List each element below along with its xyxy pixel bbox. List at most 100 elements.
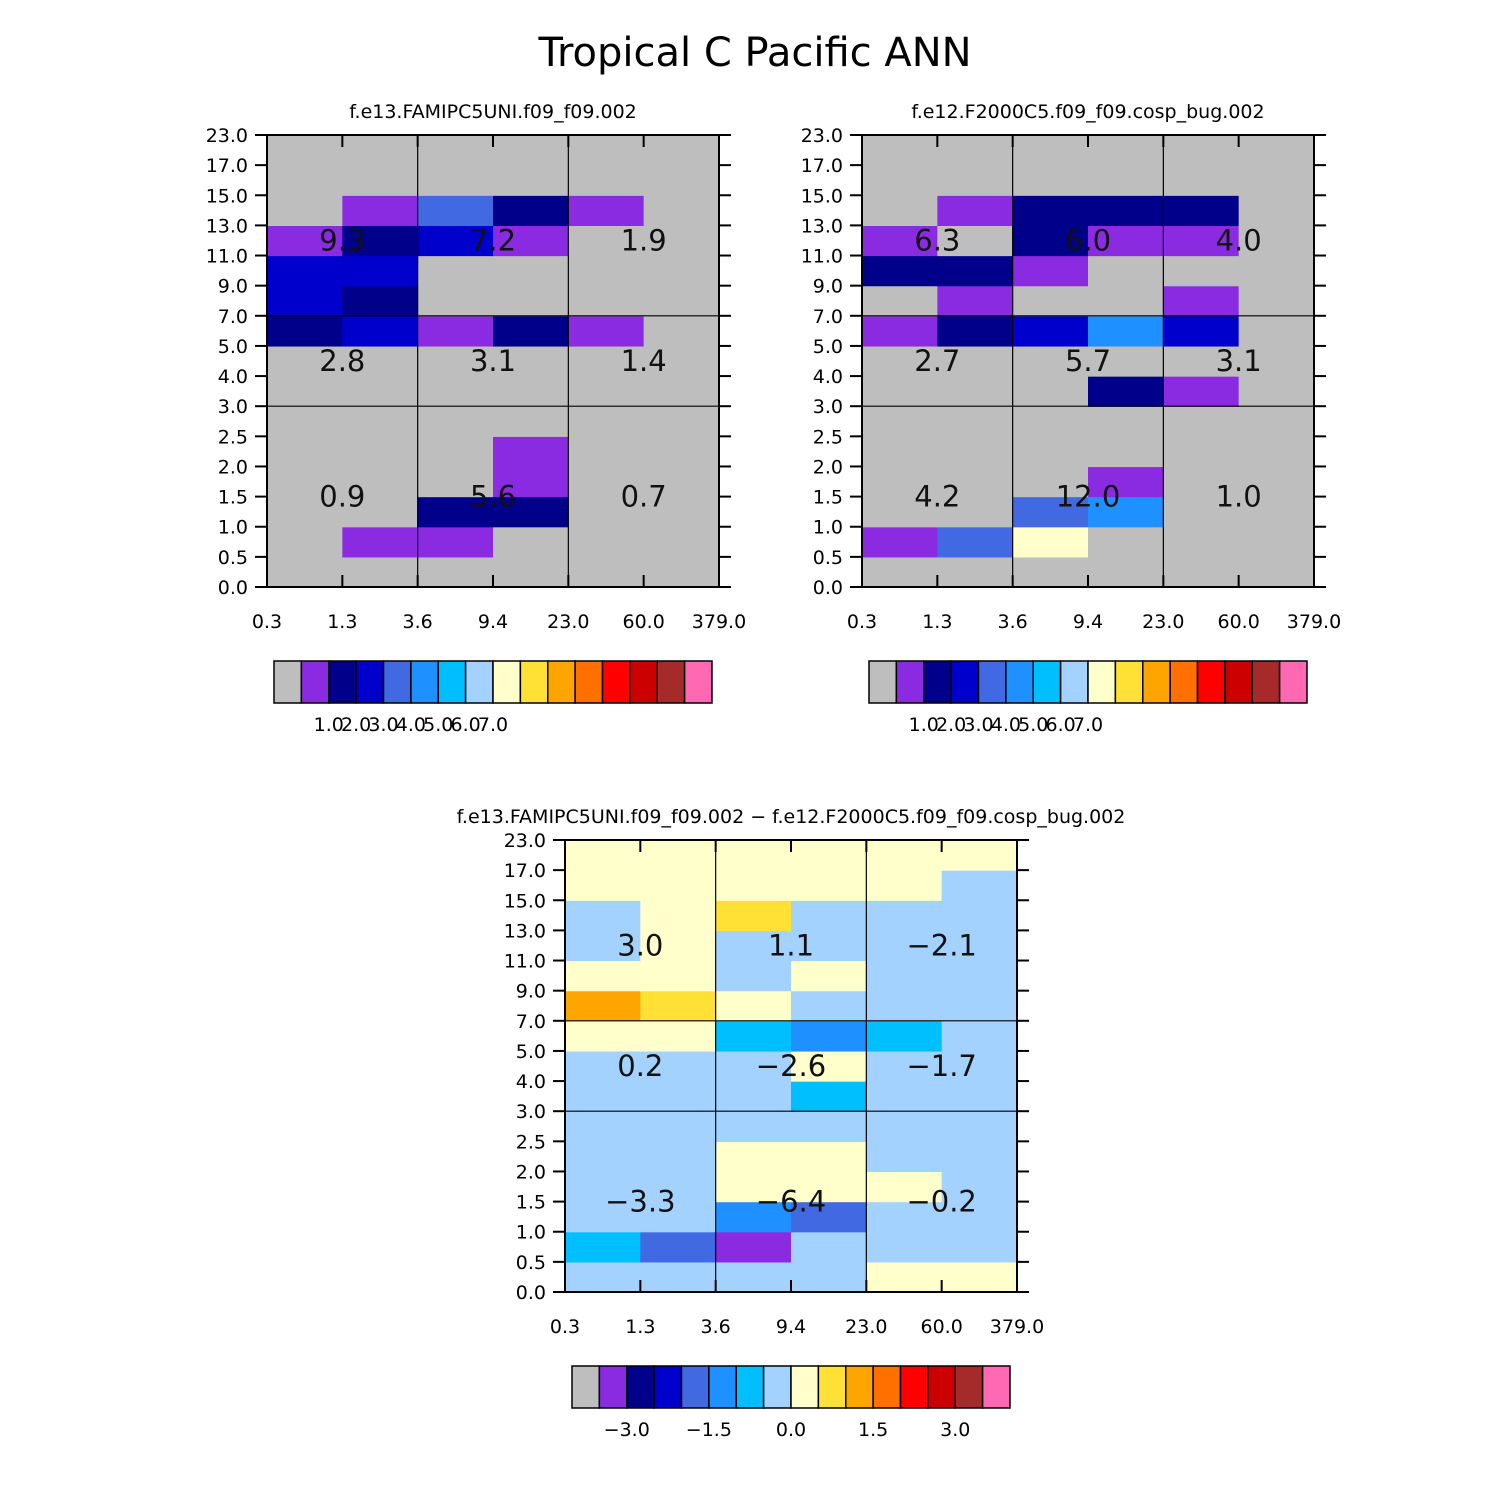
heat-cell — [862, 376, 938, 407]
heat-cell — [568, 195, 645, 226]
heat-cell — [866, 1111, 943, 1142]
y-tick-label: 7.0 — [218, 306, 248, 328]
colorbar-swatch — [923, 660, 952, 704]
colorbar-swatch — [629, 660, 658, 704]
heat-cell — [862, 315, 938, 347]
block-value-label: 6.0 — [1065, 223, 1111, 257]
heat-cell — [941, 1020, 1018, 1052]
heat-cell — [568, 165, 645, 196]
heat-cell — [1088, 195, 1164, 226]
heat-cell — [1012, 315, 1089, 347]
heat-cell — [862, 496, 938, 528]
y-tick-label: 7.0 — [813, 306, 843, 328]
heat-cell — [937, 436, 1014, 468]
colorbar-swatch — [574, 660, 604, 704]
heat-cell — [937, 255, 1014, 287]
heat-cell — [1088, 135, 1164, 166]
heat-cell — [565, 840, 641, 871]
heat-cell — [1088, 406, 1164, 437]
heat-cell — [1088, 285, 1164, 317]
colorbar-label: 4.0 — [991, 714, 1021, 736]
heat-cell — [342, 225, 419, 257]
heat-cell — [866, 1261, 943, 1293]
heat-cell — [568, 225, 645, 257]
heat-cell — [643, 225, 720, 257]
heat-cell — [1163, 255, 1240, 287]
y-tick-label: 1.0 — [516, 1222, 546, 1244]
heat-cell — [643, 345, 720, 377]
heat-cell — [862, 135, 938, 166]
heat-cell — [862, 526, 938, 558]
heat-cell — [1163, 285, 1240, 317]
heat-cell — [866, 1050, 943, 1082]
heat-cell — [568, 406, 645, 437]
heat-cell — [791, 990, 867, 1022]
heat-cell — [565, 870, 641, 901]
heat-cell — [493, 345, 569, 377]
y-tick-label: 2.5 — [516, 1131, 546, 1153]
panel-model-b: f.e12.F2000C5.f09_f09.cosp_bug.002 4.2 12.… — [801, 101, 1342, 736]
heat-cell — [493, 195, 569, 226]
heat-cell — [643, 165, 720, 196]
y-tick-label: 2.0 — [813, 456, 843, 478]
heat-cell — [937, 466, 1014, 498]
heat-cell — [715, 1111, 792, 1142]
x-tick-label: 3.6 — [403, 611, 433, 633]
heat-cell — [493, 406, 569, 437]
block-value-label: 3.0 — [617, 928, 663, 962]
colorbar-swatch — [273, 660, 303, 704]
colorbar-label: 6.0 — [451, 714, 481, 736]
heat-cell — [937, 345, 1014, 377]
heat-cell — [1238, 376, 1315, 407]
y-tick-label: 2.0 — [516, 1161, 546, 1183]
block-value-label: 4.0 — [1216, 223, 1262, 257]
heat-cell — [640, 1081, 717, 1112]
panel-title: f.e12.F2000C5.f09_f09.cosp_bug.002 — [911, 101, 1264, 123]
heat-cell — [937, 376, 1014, 407]
colorbar-swatch — [895, 660, 925, 704]
heat-cell — [791, 840, 867, 871]
colorbar-label: 5.0 — [1018, 714, 1048, 736]
heat-cell — [791, 1141, 867, 1173]
heat-cell — [568, 255, 645, 287]
heat-cell — [267, 255, 343, 287]
heat-cell — [937, 285, 1014, 317]
heat-cell — [267, 135, 343, 166]
heat-cell — [1088, 255, 1164, 287]
heat-cell — [565, 1111, 641, 1142]
heat-cell — [417, 556, 494, 588]
heat-cell — [941, 1111, 1018, 1142]
x-tick-label: 23.0 — [547, 611, 589, 633]
y-tick-label: 23.0 — [801, 125, 843, 147]
y-tick-label: 4.0 — [516, 1071, 546, 1093]
heat-cell — [643, 195, 720, 226]
heat-cell — [493, 556, 569, 588]
y-tick-label: 3.0 — [516, 1101, 546, 1123]
heat-cell — [493, 285, 569, 317]
heat-cell — [493, 225, 569, 257]
y-tick-label: 0.5 — [516, 1252, 546, 1274]
heat-cell — [267, 315, 343, 347]
heat-cell — [417, 436, 494, 468]
heat-cell — [267, 345, 343, 377]
y-tick-label: 0.5 — [813, 547, 843, 569]
block-value-label: 3.1 — [470, 344, 516, 378]
y-tick-label: 23.0 — [504, 830, 546, 852]
heat-cell — [791, 1111, 867, 1142]
y-tick-label: 0.5 — [218, 547, 248, 569]
colorbar-swatch — [981, 1365, 1011, 1409]
heat-cell — [640, 990, 717, 1022]
heat-cell — [715, 1141, 792, 1173]
heat-cell — [640, 840, 717, 871]
colorbar-swatch — [1169, 660, 1199, 704]
heat-cell — [417, 135, 494, 166]
heat-cell — [862, 195, 938, 226]
heat-cell — [1163, 526, 1240, 558]
heat-cell — [937, 165, 1014, 196]
colorbar-swatch — [464, 660, 494, 704]
heat-cell — [862, 436, 938, 468]
colorbar-swatch — [328, 660, 357, 704]
heat-cell — [715, 1201, 792, 1233]
x-tick-label: 60.0 — [623, 611, 665, 633]
panel-title: f.e13.FAMIPC5UNI.f09_f09.002 − f.e12.F20… — [457, 806, 1126, 828]
